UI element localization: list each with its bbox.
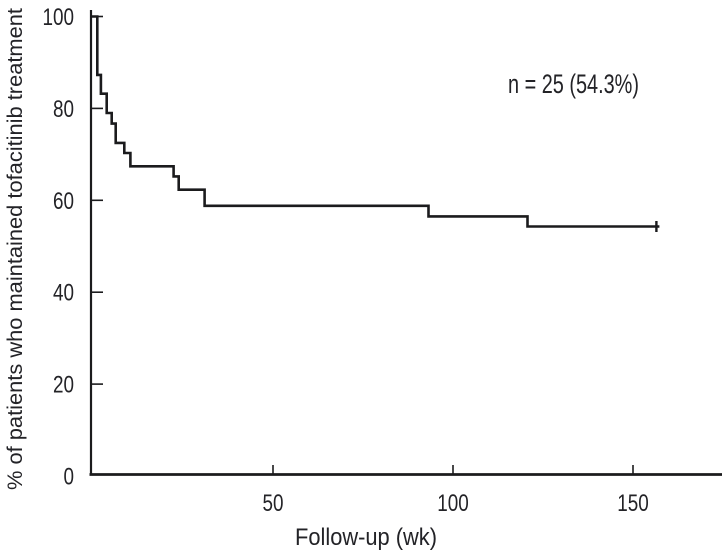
y-tick-label: 20 xyxy=(53,372,74,399)
x-axis-ticks xyxy=(272,465,634,475)
x-tick-label: 150 xyxy=(617,490,649,517)
x-tick-label: 100 xyxy=(437,490,469,517)
km-step-curve xyxy=(92,15,660,228)
y-tick-label: 40 xyxy=(53,280,74,307)
y-tick-label: 60 xyxy=(53,188,74,215)
x-tick-label: 50 xyxy=(263,490,284,517)
y-axis-title: % of patients who maintained tofacitinib… xyxy=(4,8,27,490)
x-axis-title: Follow-up (wk) xyxy=(295,524,437,551)
y-axis-tick-labels: 0 20 40 60 80 100 xyxy=(43,4,75,491)
x-axis-tick-labels: 50 100 150 xyxy=(263,490,649,517)
sample-size-annotation: n = 25 (54.3%) xyxy=(508,69,639,99)
y-tick-label: 0 xyxy=(64,464,75,491)
y-tick-label: 100 xyxy=(43,4,75,31)
y-tick-label: 80 xyxy=(53,96,74,123)
